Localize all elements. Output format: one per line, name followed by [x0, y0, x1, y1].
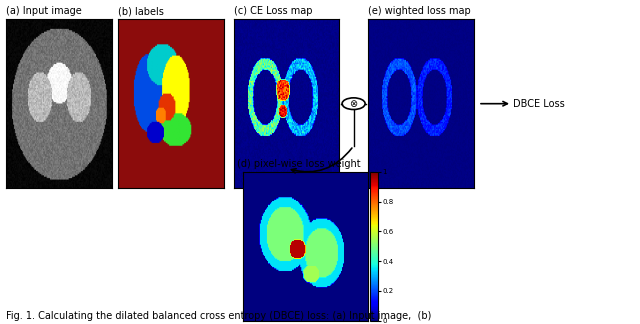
- Text: (a) Input image: (a) Input image: [6, 6, 82, 17]
- Text: (c) CE Loss map: (c) CE Loss map: [234, 6, 312, 17]
- Text: (d) pixel-wise loss weight: (d) pixel-wise loss weight: [237, 159, 360, 169]
- Text: DBCE Loss: DBCE Loss: [513, 99, 565, 109]
- Text: (e) wighted loss map: (e) wighted loss map: [368, 6, 471, 17]
- Text: Fig. 1. Calculating the dilated balanced cross entropy (DBCE) loss: (a) Input im: Fig. 1. Calculating the dilated balanced…: [6, 311, 432, 321]
- Text: $\otimes$: $\otimes$: [349, 98, 358, 109]
- Text: (b) labels: (b) labels: [118, 6, 164, 17]
